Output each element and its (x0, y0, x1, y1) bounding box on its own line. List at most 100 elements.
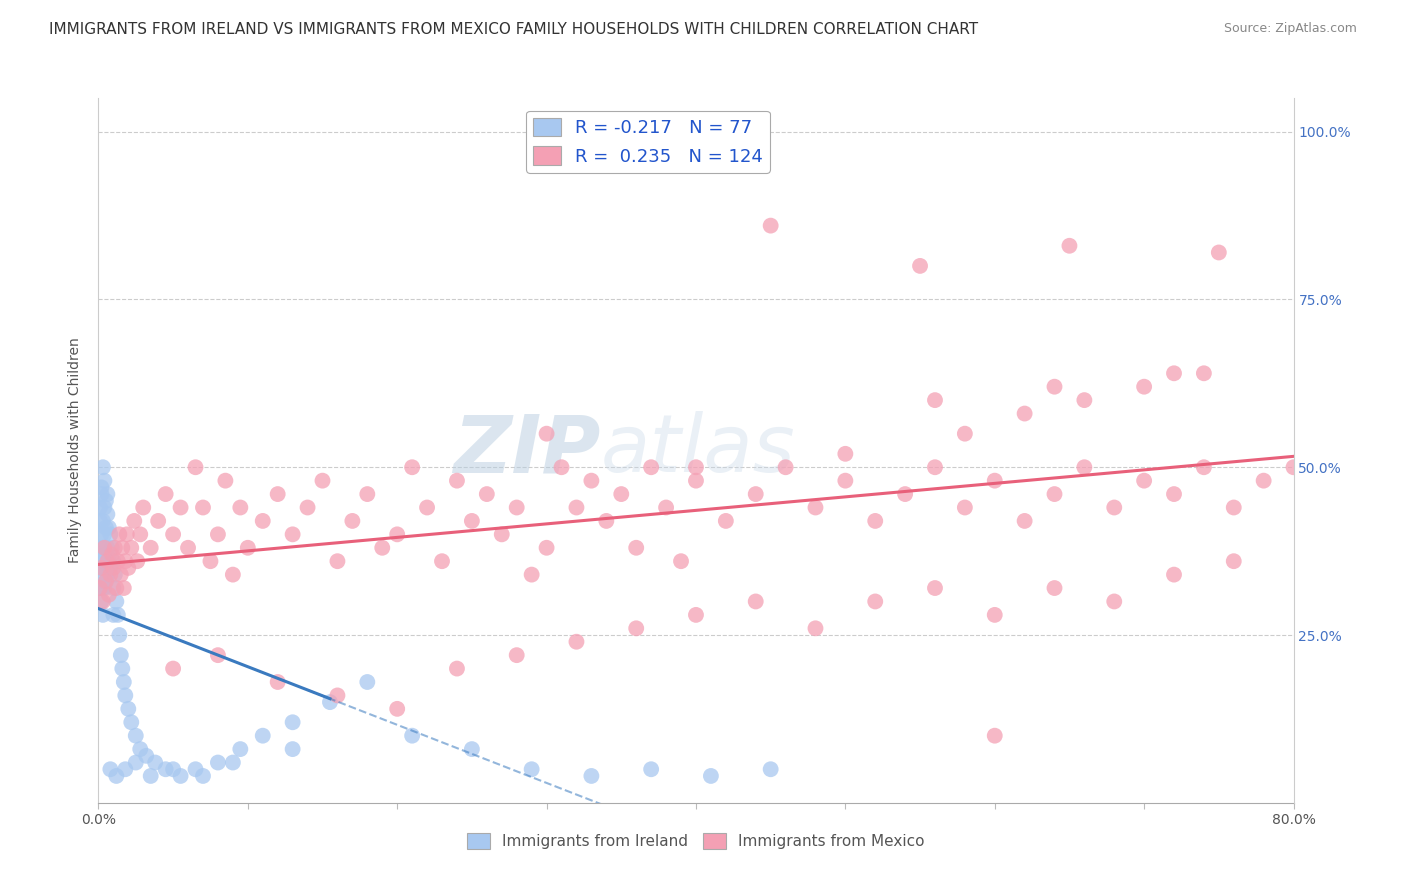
Point (610, 487, 633, 501)
Point (184, 460, 207, 475)
Point (139, 541, 162, 555)
Point (115, 527, 138, 541)
Point (700, 769, 723, 783)
Point (91, 594, 114, 608)
Point (865, 594, 887, 608)
Point (90, 554, 112, 568)
Point (984, 607, 1007, 622)
Point (1192, 460, 1215, 475)
Y-axis label: Family Households with Children: Family Households with Children (69, 337, 83, 564)
Point (89, 541, 111, 555)
Point (1014, 514, 1036, 528)
Point (114, 689, 136, 703)
Point (908, 259, 931, 273)
Point (93, 527, 115, 541)
Point (207, 648, 229, 662)
Point (93, 581, 115, 595)
Point (326, 554, 349, 568)
Point (953, 500, 976, 515)
Point (169, 769, 191, 783)
Point (214, 474, 236, 488)
Point (90, 574, 112, 589)
Point (97, 554, 120, 568)
Point (103, 607, 125, 622)
Point (804, 621, 827, 635)
Legend: Immigrants from Ireland, Immigrants from Mexico: Immigrants from Ireland, Immigrants from… (461, 827, 931, 855)
Point (640, 762, 662, 776)
Point (356, 487, 378, 501)
Point (93, 541, 115, 555)
Point (1059, 239, 1081, 253)
Point (207, 527, 229, 541)
Point (236, 541, 259, 555)
Point (111, 662, 134, 676)
Point (91, 460, 114, 475)
Point (865, 514, 887, 528)
Point (446, 474, 468, 488)
Point (105, 581, 128, 595)
Point (342, 514, 364, 528)
Point (475, 487, 498, 501)
Point (110, 567, 132, 582)
Point (90, 594, 112, 608)
Point (155, 762, 177, 776)
Point (252, 514, 274, 528)
Point (125, 756, 148, 770)
Point (371, 541, 394, 555)
Point (581, 474, 603, 488)
Point (97, 521, 120, 535)
Point (132, 500, 155, 515)
Point (506, 648, 529, 662)
Point (804, 500, 827, 515)
Point (93, 500, 115, 515)
Point (401, 729, 423, 743)
Point (446, 662, 468, 676)
Point (775, 460, 797, 475)
Point (536, 426, 558, 441)
Text: IMMIGRANTS FROM IRELAND VS IMMIGRANTS FROM MEXICO FAMILY HOUSEHOLDS WITH CHILDRE: IMMIGRANTS FROM IRELAND VS IMMIGRANTS FR… (49, 22, 979, 37)
Point (626, 541, 648, 555)
Point (125, 729, 148, 743)
Point (1253, 474, 1275, 488)
Point (924, 460, 946, 475)
Point (252, 729, 274, 743)
Point (110, 648, 132, 662)
Point (1133, 380, 1156, 394)
Point (169, 500, 191, 515)
Point (117, 561, 139, 575)
Point (124, 514, 146, 528)
Point (924, 393, 946, 408)
Point (640, 460, 662, 475)
Point (91, 581, 114, 595)
Point (520, 762, 543, 776)
Point (162, 527, 184, 541)
Point (565, 500, 588, 515)
Point (669, 554, 692, 568)
Point (94, 574, 117, 589)
Point (745, 594, 768, 608)
Point (1163, 487, 1185, 501)
Point (207, 756, 229, 770)
Point (1223, 554, 1246, 568)
Point (96, 554, 118, 568)
Point (107, 607, 129, 622)
Point (461, 742, 484, 756)
Point (229, 742, 252, 756)
Text: Source: ZipAtlas.com: Source: ZipAtlas.com (1223, 22, 1357, 36)
Point (89, 581, 111, 595)
Point (984, 729, 1007, 743)
Point (105, 594, 128, 608)
Point (1282, 460, 1305, 475)
Point (536, 541, 558, 555)
Point (104, 541, 127, 555)
Point (385, 702, 409, 716)
Point (101, 548, 124, 562)
Point (184, 762, 207, 776)
Point (143, 756, 166, 770)
Point (108, 628, 131, 642)
Point (1163, 366, 1185, 380)
Point (626, 621, 648, 635)
Point (401, 460, 423, 475)
Point (127, 554, 149, 568)
Point (94, 548, 117, 562)
